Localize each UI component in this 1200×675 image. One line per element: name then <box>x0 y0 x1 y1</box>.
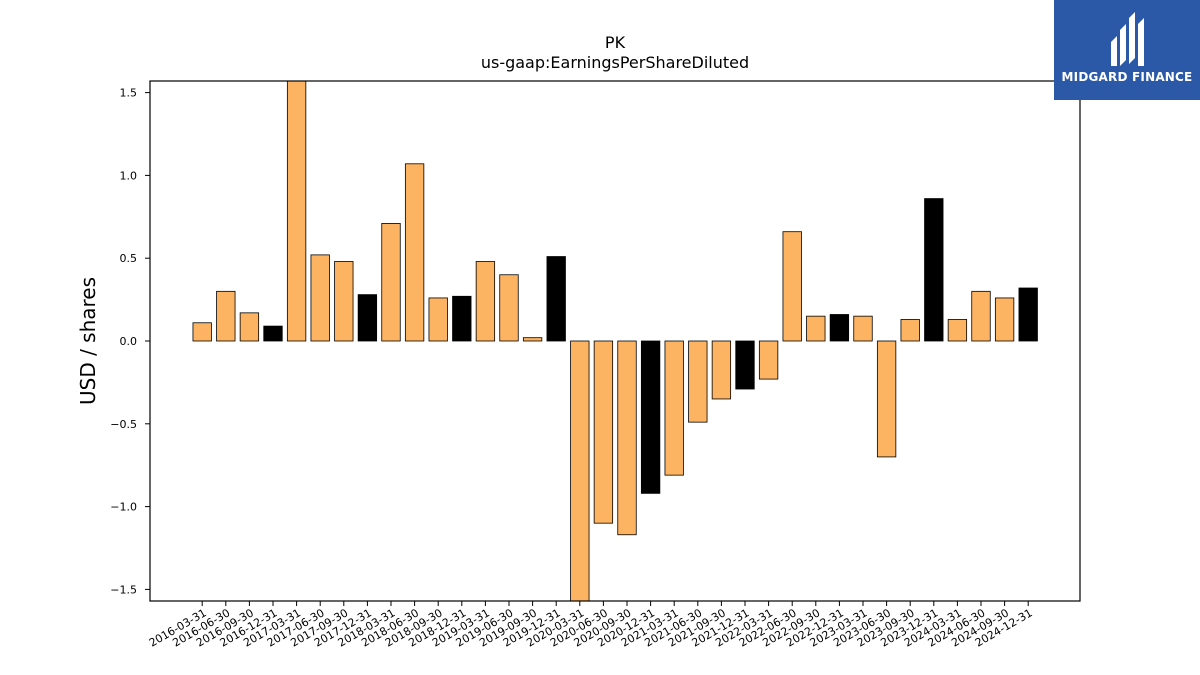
y-tick-label: 0.0 <box>120 335 138 348</box>
bar-2023-09-30 <box>900 319 920 342</box>
bar-2024-12-31 <box>1018 287 1038 342</box>
bar-2020-06-30 <box>593 340 614 524</box>
bar-2023-06-30 <box>876 340 897 458</box>
bar-2016-12-31 <box>263 325 283 342</box>
midgard-logo-icon <box>1111 12 1144 66</box>
bar-2017-12-31 <box>357 294 378 342</box>
y-tick-label: −1.0 <box>110 501 137 514</box>
bar-2021-03-31 <box>664 340 684 476</box>
bar-2021-09-30 <box>711 340 732 400</box>
bar-2017-06-30 <box>310 254 330 342</box>
bar-2022-06-30 <box>782 231 802 342</box>
bar-2024-03-31 <box>947 319 968 342</box>
bar-2021-06-30 <box>688 340 708 423</box>
bars-group <box>192 80 1038 602</box>
logo-text: MIDGARD FINANCE <box>1061 70 1193 84</box>
plot-area-frame <box>149 80 1081 602</box>
chart-title: PK <box>605 33 626 52</box>
y-axis-label: USD / shares <box>76 277 100 405</box>
bar-2022-09-30 <box>806 315 826 342</box>
bar-2016-03-31 <box>192 322 212 342</box>
bar-2019-12-31 <box>546 256 566 342</box>
bar-2023-03-31 <box>853 315 873 342</box>
bar-2024-09-30 <box>994 297 1015 342</box>
bar-2021-12-31 <box>735 340 755 390</box>
bar-2018-12-31 <box>452 295 472 342</box>
bar-2017-03-31 <box>286 80 307 342</box>
midgard-finance-logo: MIDGARD FINANCE <box>1054 0 1200 100</box>
y-tick-label: 0.5 <box>120 252 138 265</box>
bar-2019-03-31 <box>475 261 496 342</box>
bar-2020-09-30 <box>617 340 637 536</box>
bar-2020-03-31 <box>570 340 590 602</box>
bar-2024-06-30 <box>971 290 991 342</box>
bar-2017-09-30 <box>334 261 354 342</box>
bar-2023-12-31 <box>924 198 944 342</box>
bar-2016-06-30 <box>216 290 236 342</box>
bar-2016-09-30 <box>239 312 260 342</box>
bar-2019-06-30 <box>499 274 519 342</box>
y-tick-label: 1.5 <box>120 87 138 100</box>
chart-subtitle: us-gaap:EarningsPerShareDiluted <box>481 53 749 72</box>
bar-2022-12-31 <box>829 314 850 342</box>
bar-2020-12-31 <box>640 340 661 494</box>
x-ticks-group: 2016-03-312016-06-302016-09-302016-12-31… <box>147 601 1035 650</box>
y-tick-label: −0.5 <box>110 418 137 431</box>
bar-2018-06-30 <box>404 163 425 342</box>
y-tick-label: −1.5 <box>110 583 137 596</box>
bar-2022-03-31 <box>758 340 779 380</box>
bar-2018-03-31 <box>381 223 401 342</box>
y-tick-label: 1.0 <box>120 169 138 182</box>
bar-2018-09-30 <box>428 297 448 342</box>
bar-2019-09-30 <box>522 337 543 342</box>
y-ticks-group: −1.5 −1.0 −0.5 0.0 0.5 1.0 1.5 <box>110 87 150 596</box>
